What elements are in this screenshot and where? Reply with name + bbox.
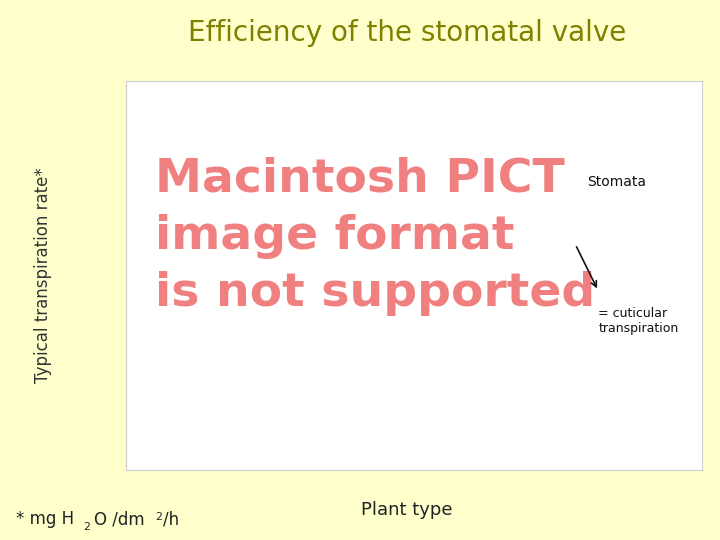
Text: * mg H: * mg H: [16, 510, 74, 528]
Text: 2: 2: [155, 511, 162, 522]
Text: = cuticular
transpiration: = cuticular transpiration: [598, 307, 678, 334]
Text: Stomata: Stomata: [587, 175, 646, 189]
Text: Macintosh PICT
image format
is not supported: Macintosh PICT image format is not suppo…: [155, 157, 595, 316]
Text: Efficiency of the stomatal valve: Efficiency of the stomatal valve: [188, 19, 626, 47]
Text: Plant type: Plant type: [361, 501, 453, 519]
Text: /h: /h: [163, 510, 179, 528]
Text: Typical transpiration rate*: Typical transpiration rate*: [34, 167, 53, 383]
Text: 2: 2: [83, 522, 90, 532]
Text: O /dm: O /dm: [94, 510, 144, 528]
